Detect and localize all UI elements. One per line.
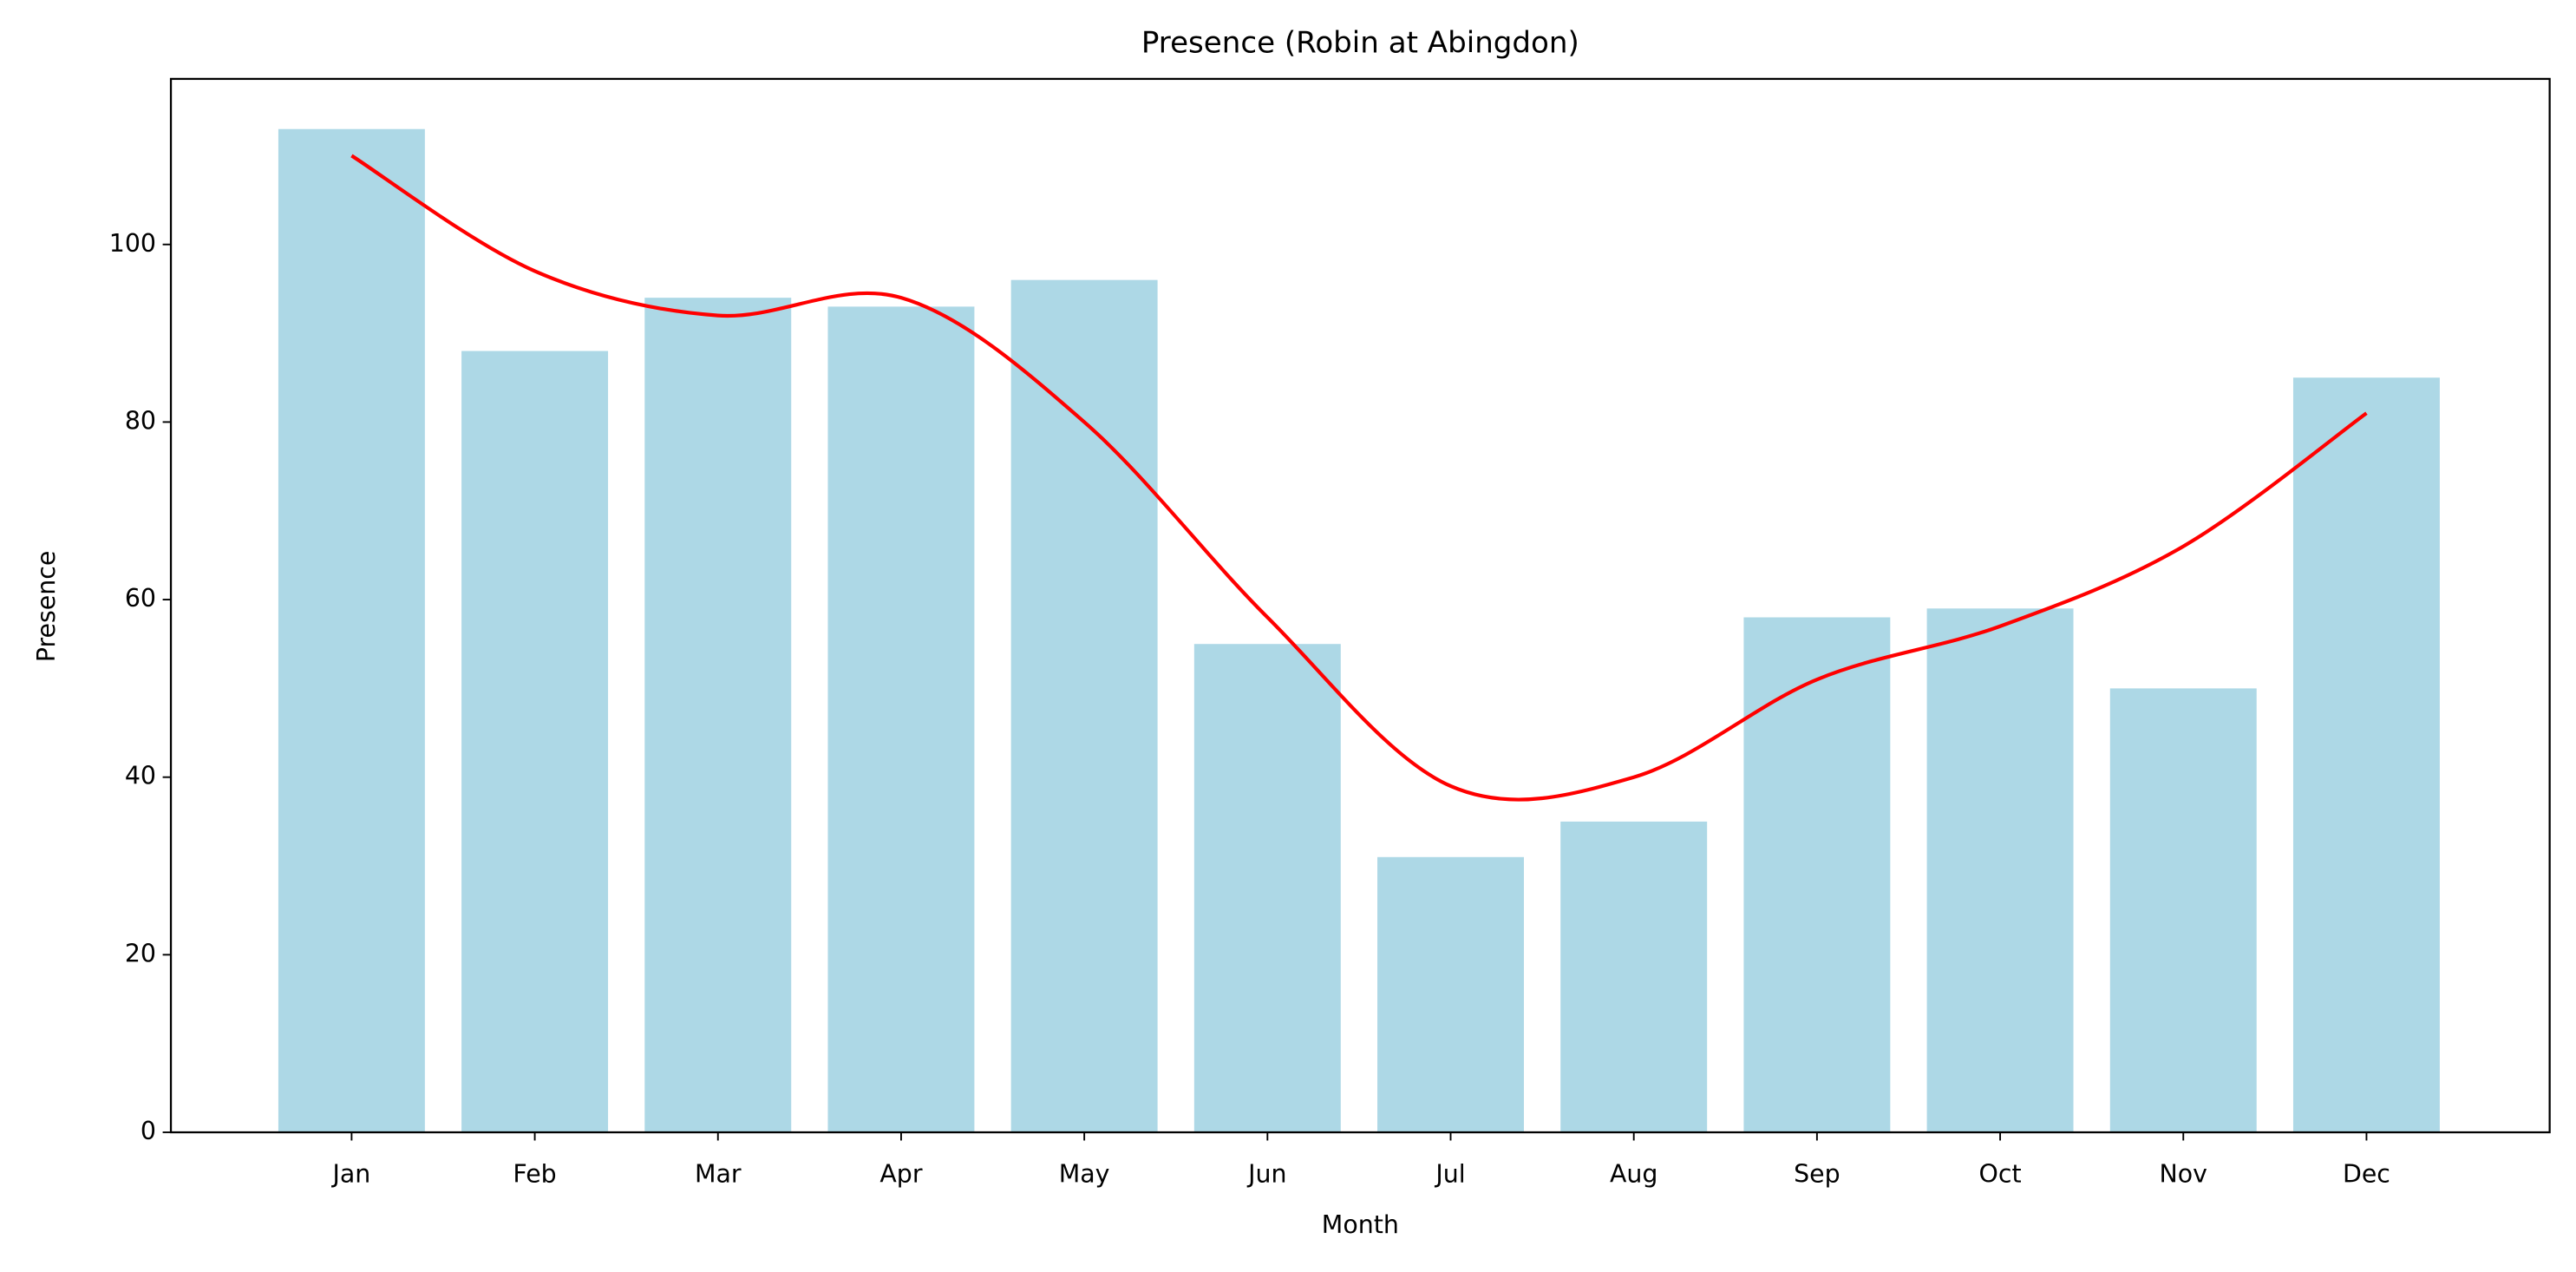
x-tick-label: Mar <box>695 1159 742 1188</box>
x-tick-label: Jul <box>1434 1159 1465 1188</box>
bar <box>1926 608 2074 1133</box>
bar <box>1743 617 1891 1133</box>
y-tick-label: 20 <box>125 939 156 967</box>
y-axis-label: Presence <box>32 551 61 663</box>
x-tick-label: Oct <box>1979 1159 2022 1188</box>
x-tick-label: Jan <box>330 1159 370 1188</box>
y-tick-label: 80 <box>125 406 156 435</box>
bar <box>1193 644 1341 1133</box>
y-tick-label: 0 <box>141 1117 156 1145</box>
bar <box>1377 856 1524 1133</box>
bar <box>1560 821 1708 1133</box>
y-tick-label: 100 <box>109 229 156 258</box>
bar <box>644 298 792 1133</box>
y-tick-label: 40 <box>125 762 156 790</box>
bar <box>461 351 609 1133</box>
x-tick-label: Nov <box>2160 1159 2207 1188</box>
bar <box>2109 688 2257 1133</box>
x-tick-label: May <box>1059 1159 1110 1188</box>
y-tick-label: 60 <box>125 584 156 613</box>
x-tick-label: Aug <box>1610 1159 1657 1188</box>
x-tick-label: Dec <box>2343 1159 2390 1188</box>
plot-frame <box>169 77 2551 1134</box>
chart-title: Presence (Robin at Abingdon) <box>1141 26 1579 61</box>
x-tick-label: Feb <box>513 1159 556 1188</box>
x-axis-label: Month <box>1322 1210 1399 1239</box>
x-tick-label: Jun <box>1246 1159 1286 1188</box>
bar <box>2292 377 2440 1133</box>
bar <box>827 306 975 1133</box>
x-tick-label: Apr <box>879 1159 922 1188</box>
trend-line <box>350 154 2368 802</box>
bar <box>1010 279 1158 1133</box>
bar <box>278 128 425 1133</box>
x-tick-label: Sep <box>1794 1159 1840 1188</box>
